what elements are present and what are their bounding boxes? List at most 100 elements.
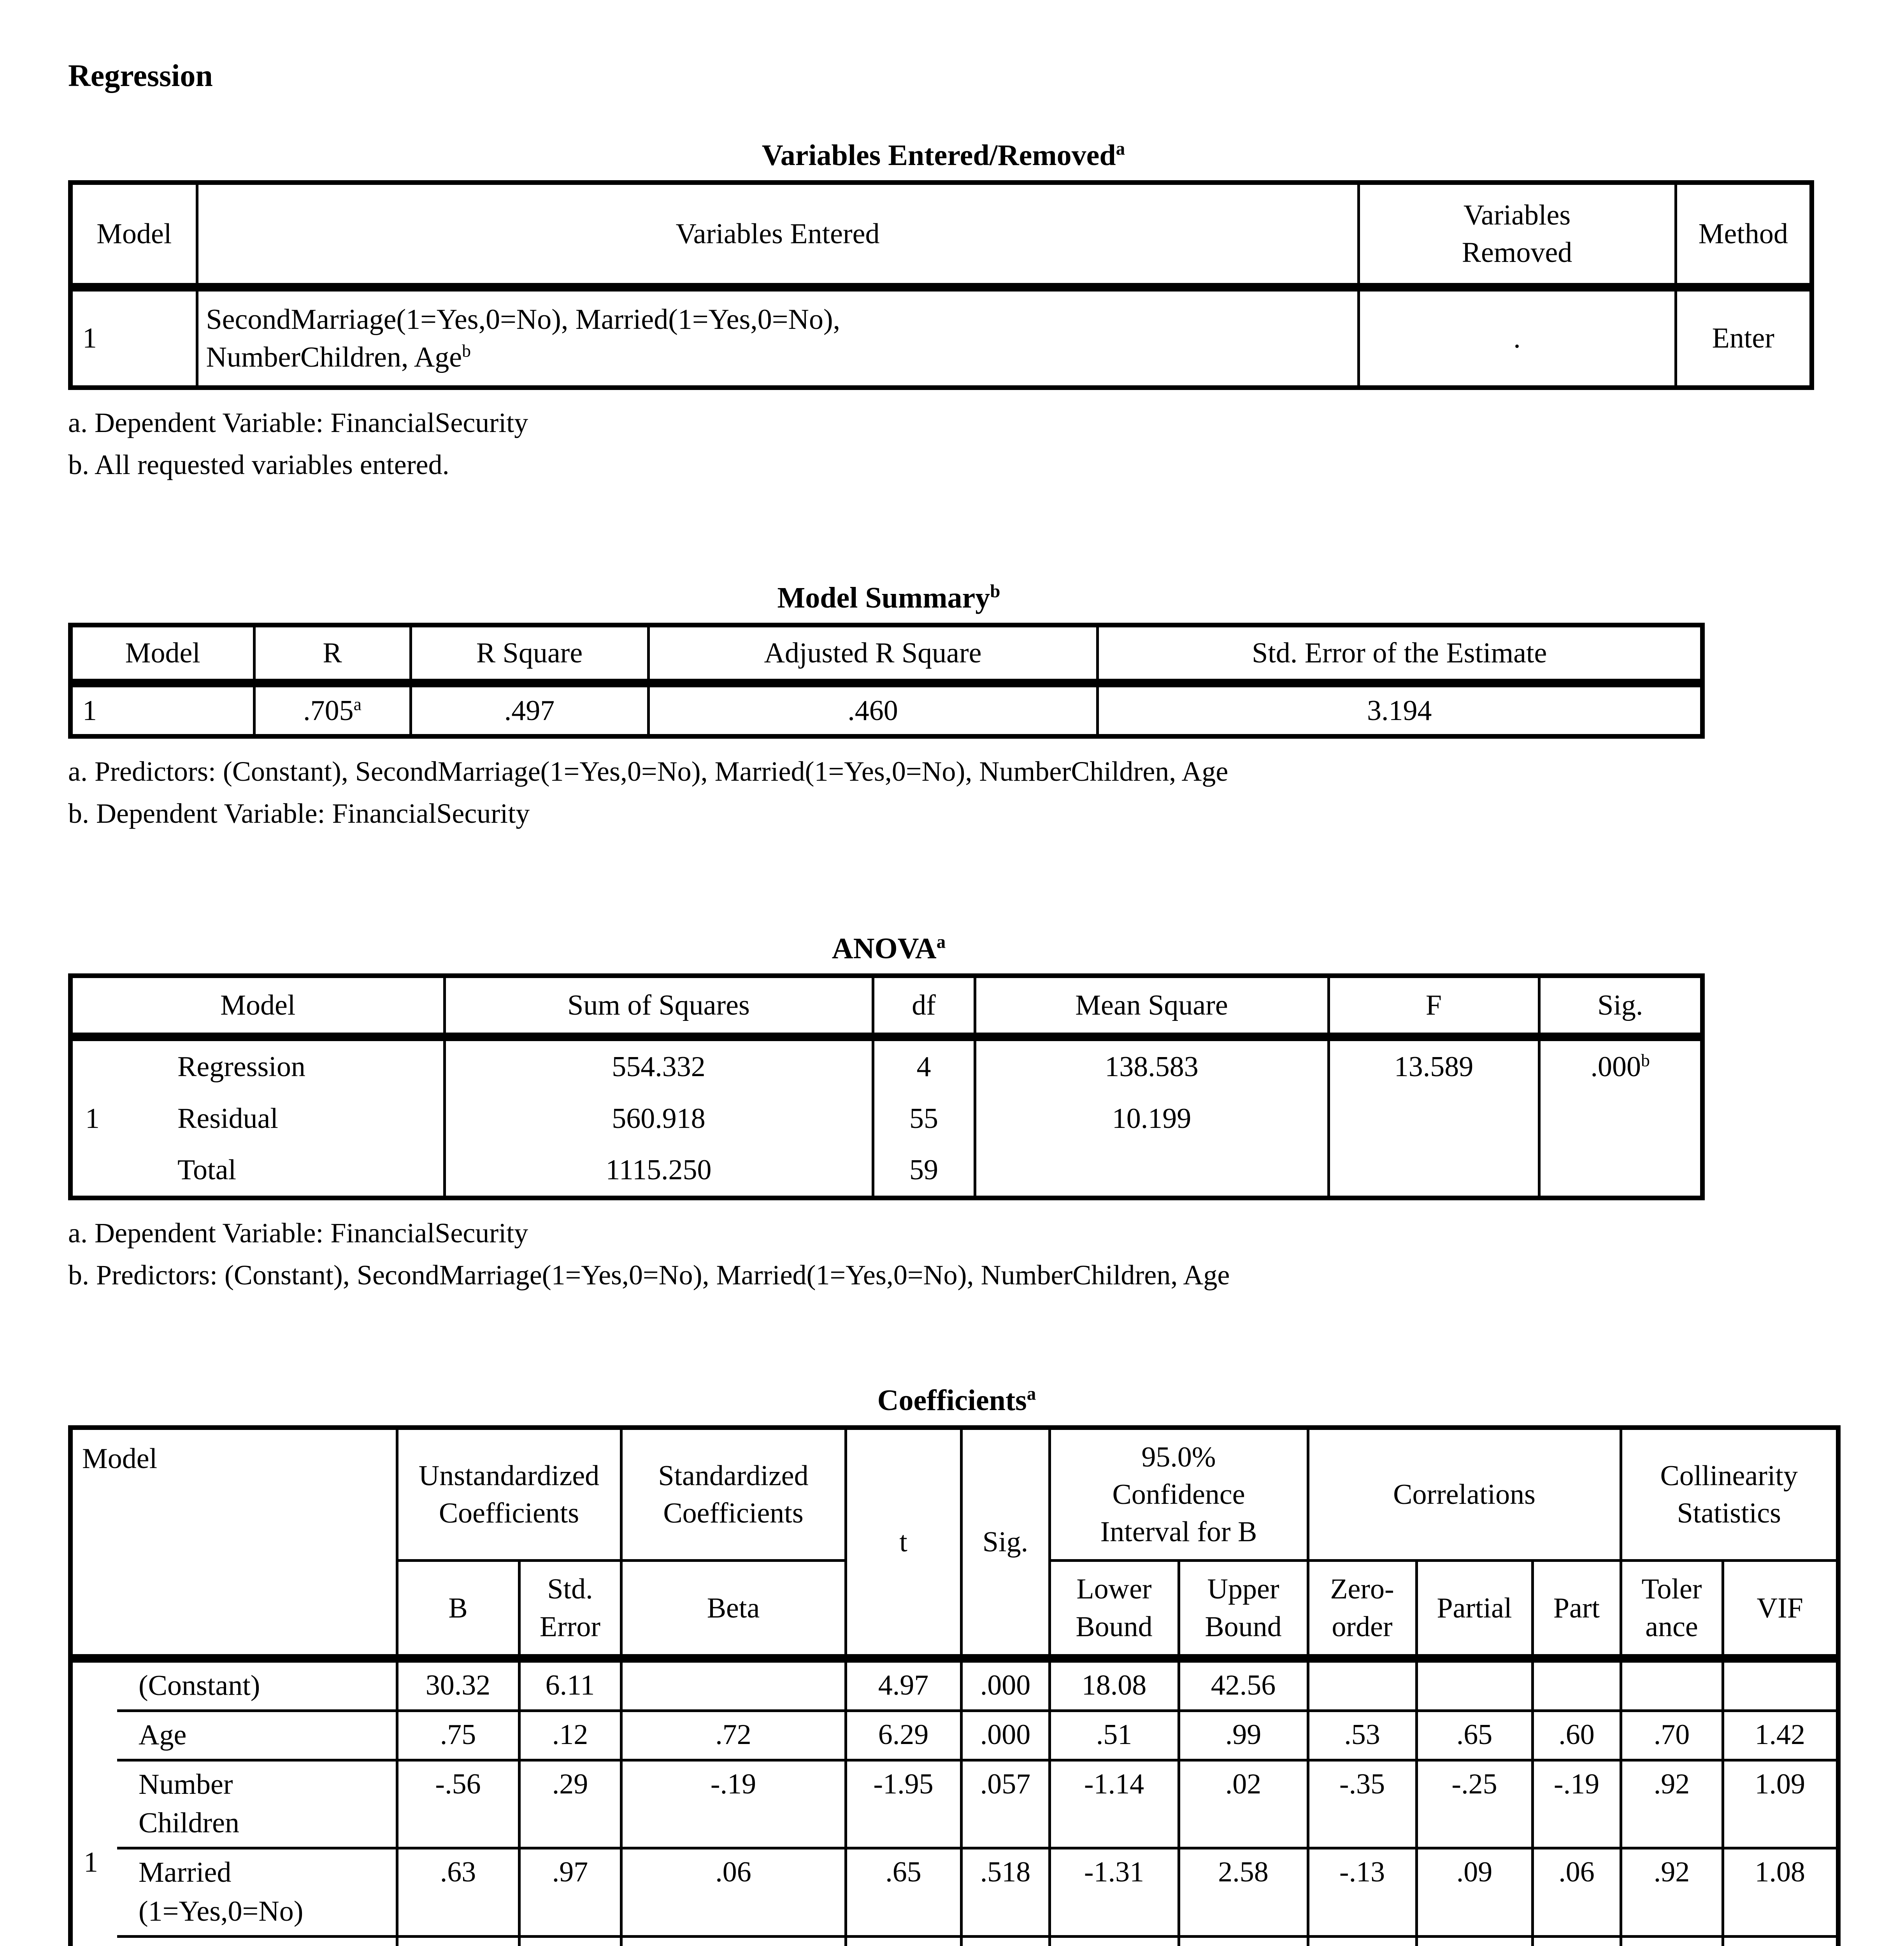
variables-entered-superscript: b	[462, 340, 471, 360]
constant-lower-bound: 18.08	[1048, 1657, 1180, 1712]
col-header-model: Model	[69, 974, 446, 1041]
married-tolerance: .92	[1619, 1847, 1724, 1938]
col-header-std-error-estimate: Std. Error of the Estimate	[1096, 623, 1704, 687]
col-header-t: t	[844, 1426, 963, 1663]
row-label-residual: Residual	[121, 1092, 446, 1144]
regression-mean-square: 138.583	[973, 1037, 1330, 1093]
constant-beta-empty	[619, 1657, 847, 1712]
constant-sig: .000	[960, 1657, 1051, 1712]
regression-sig: .000	[1590, 1051, 1641, 1083]
married-upper-bound: 2.58	[1177, 1847, 1309, 1938]
married-std-error: .97	[518, 1847, 623, 1938]
col-header-mean-square: Mean Square	[973, 974, 1330, 1041]
col-header-std-error: Std. Error	[518, 1559, 623, 1663]
page-title: Regression	[68, 59, 213, 93]
footnotes: a. Dependent Variable: FinancialSecurity…	[68, 402, 1904, 486]
residual-f-empty	[1327, 1092, 1541, 1144]
residual-mean-square: 10.199	[973, 1092, 1330, 1144]
title-text: Coefficients	[877, 1384, 1027, 1417]
number-children-lower-bound: -1.14	[1048, 1758, 1180, 1850]
col-header-r: R	[253, 623, 412, 687]
total-sig-empty	[1537, 1144, 1704, 1198]
col-header-model: Model	[69, 1426, 398, 1663]
model-number-cell: 1	[69, 1657, 117, 1946]
title-text: Model Summary	[777, 581, 990, 614]
model-1-row: 1 SecondMarriage(1=Yes,0=No), Married(1=…	[69, 286, 1813, 389]
col-group-correlations: Correlations	[1306, 1426, 1622, 1562]
regression-df: 4	[871, 1037, 976, 1093]
col-header-zero-order: Zero- order	[1306, 1559, 1418, 1663]
age-zero-order: .53	[1306, 1709, 1418, 1762]
anova-title: ANOVAa	[68, 932, 1709, 966]
total-row: Total 1115.250 59	[70, 1144, 1704, 1198]
model-summary-title: Model Summaryb	[68, 581, 1709, 615]
age-sig: .000	[960, 1709, 1051, 1762]
std-error-estimate-cell: 3.194	[1096, 681, 1704, 738]
age-upper-bound: .99	[1177, 1709, 1309, 1762]
col-header-method: Method	[1674, 181, 1813, 292]
married-zero-order: -.13	[1306, 1847, 1418, 1938]
second-marriage-part: -.37	[1531, 1935, 1622, 1946]
age-beta: .72	[619, 1709, 847, 1762]
col-group-unstandardized-coefficients: Unstandardized Coefficients	[395, 1426, 623, 1562]
r-value-superscript: a	[353, 694, 361, 714]
married-part: .06	[1531, 1847, 1622, 1938]
col-header-b: B	[395, 1559, 521, 1663]
age-std-error: .12	[518, 1709, 623, 1762]
number-children-upper-bound: .02	[1177, 1758, 1309, 1850]
anova-table: Model Sum of Squares df Mean Square F Si…	[68, 973, 1705, 1200]
anova-section: ANOVAa Model Sum of Squares df Mean Squa…	[68, 932, 1904, 1296]
coefficients-title: Coefficientsa	[68, 1384, 1845, 1417]
number-children-t: -1.95	[844, 1758, 963, 1850]
row-label-number-children: Number Children	[117, 1758, 398, 1850]
total-sum-of-squares: 1115.250	[443, 1144, 874, 1198]
variables-entered-text: SecondMarriage(1=Yes,0=No), Married(1=Ye…	[206, 304, 841, 373]
footnote-b: b. Dependent Variable: FinancialSecurity	[68, 798, 530, 829]
footnote-a: a. Dependent Variable: FinancialSecurity	[68, 407, 528, 438]
col-group-confidence-interval: 95.0% Confidence Interval for B	[1048, 1426, 1309, 1562]
r-value-cell: .705a	[253, 681, 412, 738]
number-children-part: -.19	[1531, 1758, 1622, 1850]
col-group-standardized-coefficients: Standardized Coefficients	[619, 1426, 847, 1562]
number-children-sig: .057	[960, 1758, 1051, 1850]
constant-t: 4.97	[844, 1657, 963, 1712]
coefficients-table: Model Unstandardized Coefficients Standa…	[68, 1425, 1841, 1946]
col-group-collinearity-statistics: Collinearity Statistics	[1619, 1426, 1840, 1562]
residual-row: Residual 560.918 55 10.199	[70, 1092, 1704, 1144]
age-t: 6.29	[844, 1709, 963, 1762]
number-children-vif: 1.09	[1721, 1758, 1840, 1850]
number-children-zero-order: -.35	[1306, 1758, 1418, 1850]
constant-b: 30.32	[395, 1657, 521, 1712]
second-marriage-b: -3.75	[395, 1935, 521, 1946]
regression-row: 1 Regression 554.332 4 138.583 13.589 .0…	[69, 1037, 1704, 1198]
model-1-row: 1 .705a .497 .460 3.194	[69, 681, 1704, 738]
regression-sum-of-squares: 554.332	[443, 1037, 874, 1093]
col-header-part: Part	[1531, 1559, 1622, 1663]
col-header-beta: Beta	[619, 1559, 847, 1663]
constant-row: 1 (Constant) 30.32 6.11 4.97 .000 18.08 …	[69, 1657, 1840, 1946]
col-header-df: df	[871, 974, 976, 1041]
col-header-model: Model	[69, 181, 198, 292]
row-label-regression: Regression	[121, 1037, 446, 1093]
constant-part-empty	[1531, 1657, 1622, 1712]
row-label-total: Total	[121, 1144, 446, 1198]
col-header-partial: Partial	[1415, 1559, 1534, 1663]
coefficients-section: Coefficientsa Model Unstandardized Coeff…	[68, 1384, 1904, 1946]
header-row-groups: Model Unstandardized Coefficients Standa…	[69, 1426, 1840, 1663]
constant-tolerance-empty	[1619, 1657, 1724, 1712]
second-marriage-row: Second Marriage (1=Yes,0=No) -3.75 .97 -…	[70, 1935, 1840, 1946]
adjusted-r-square-cell: .460	[647, 681, 1099, 738]
number-children-std-error: .29	[518, 1758, 623, 1850]
model-number-cell: 1	[69, 681, 256, 738]
regression-sig-superscript: b	[1641, 1050, 1650, 1070]
age-vif: 1.42	[1721, 1709, 1840, 1762]
constant-upper-bound: 42.56	[1177, 1657, 1309, 1712]
col-header-r-square: R Square	[409, 623, 650, 687]
total-f-empty	[1327, 1144, 1541, 1198]
married-vif: 1.08	[1721, 1847, 1840, 1938]
total-df: 59	[871, 1144, 976, 1198]
header-row: Model Sum of Squares df Mean Square F Si…	[69, 974, 1704, 1041]
second-marriage-zero-order: -.13	[1306, 1935, 1418, 1946]
constant-partial-empty	[1415, 1657, 1534, 1712]
